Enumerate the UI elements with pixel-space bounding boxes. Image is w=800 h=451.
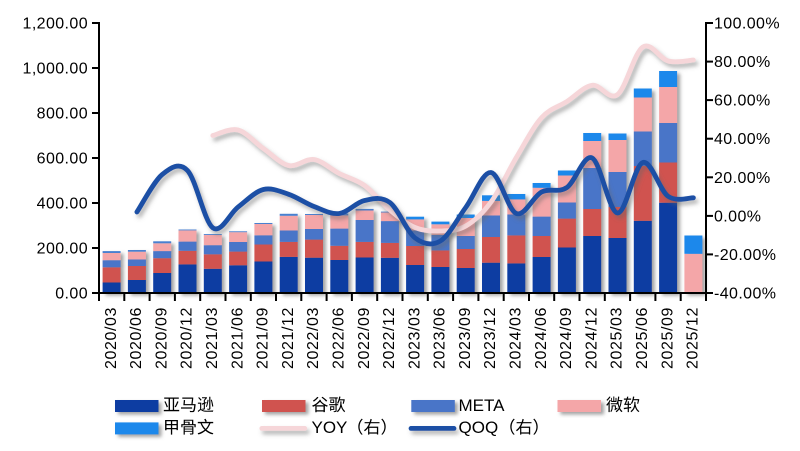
svg-text:2021/09: 2021/09 (255, 307, 272, 369)
svg-text:2024/12: 2024/12 (583, 307, 600, 369)
svg-text:20.00%: 20.00% (714, 170, 771, 187)
svg-text:2022/03: 2022/03 (305, 307, 322, 369)
svg-text:2025/12: 2025/12 (685, 307, 702, 369)
svg-text:QOQ: QOQ (459, 418, 499, 437)
svg-text:2020/03: 2020/03 (103, 307, 120, 369)
svg-text:40.00%: 40.00% (714, 131, 771, 148)
svg-text:2024/03: 2024/03 (508, 307, 525, 369)
svg-text:2025/06: 2025/06 (634, 307, 651, 369)
svg-text:2022/12: 2022/12 (381, 307, 398, 369)
svg-text:1,000.00: 1,000.00 (23, 61, 88, 78)
svg-text:1,200.00: 1,200.00 (23, 16, 88, 33)
svg-text:2024/09: 2024/09 (558, 307, 575, 369)
svg-text:600.00: 600.00 (37, 151, 88, 168)
svg-text:2022/09: 2022/09 (356, 307, 373, 369)
svg-text:80.00%: 80.00% (714, 54, 771, 71)
svg-text:2022/06: 2022/06 (331, 307, 348, 369)
svg-text:0.00%: 0.00% (714, 208, 761, 225)
svg-text:2020/12: 2020/12 (179, 307, 196, 369)
svg-text:2023/06: 2023/06 (432, 307, 449, 369)
svg-text:0.00: 0.00 (55, 286, 88, 303)
svg-text:2021/06: 2021/06 (229, 307, 246, 369)
svg-text:-20.00%: -20.00% (714, 247, 776, 264)
svg-text:2020/06: 2020/06 (128, 307, 145, 369)
svg-text:800.00: 800.00 (37, 106, 88, 123)
svg-text:2024/06: 2024/06 (533, 307, 550, 369)
svg-text:400.00: 400.00 (37, 196, 88, 213)
svg-text:100.00%: 100.00% (714, 16, 780, 33)
svg-text:60.00%: 60.00% (714, 93, 771, 110)
svg-text:2023/09: 2023/09 (457, 307, 474, 369)
svg-text:YOY: YOY (312, 418, 348, 437)
svg-text:2020/09: 2020/09 (153, 307, 170, 369)
svg-text:2023/12: 2023/12 (482, 307, 499, 369)
svg-text:2021/12: 2021/12 (280, 307, 297, 369)
svg-text:2025/09: 2025/09 (659, 307, 676, 369)
svg-text:2021/03: 2021/03 (204, 307, 221, 369)
svg-text:2023/03: 2023/03 (406, 307, 423, 369)
svg-text:META: META (459, 396, 506, 415)
svg-text:-40.00%: -40.00% (714, 286, 776, 303)
svg-text:200.00: 200.00 (37, 241, 88, 258)
svg-text:2025/03: 2025/03 (609, 307, 626, 369)
